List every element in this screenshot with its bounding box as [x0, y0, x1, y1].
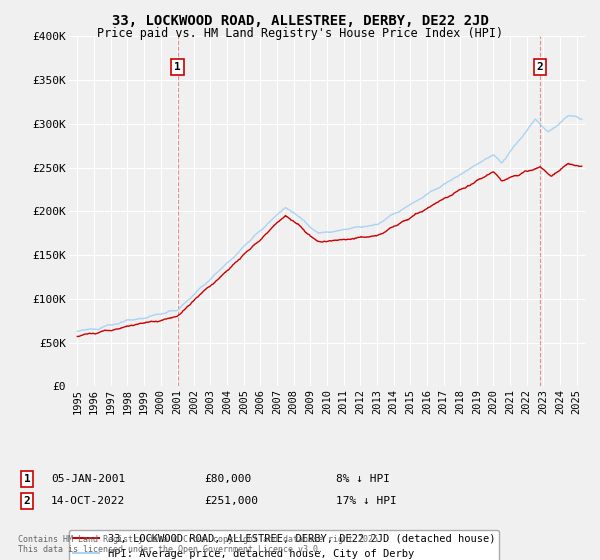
Text: 8% ↓ HPI: 8% ↓ HPI	[336, 474, 390, 484]
Text: Price paid vs. HM Land Registry's House Price Index (HPI): Price paid vs. HM Land Registry's House …	[97, 27, 503, 40]
Text: 2: 2	[23, 496, 31, 506]
Text: £251,000: £251,000	[204, 496, 258, 506]
Text: 17% ↓ HPI: 17% ↓ HPI	[336, 496, 397, 506]
Text: 1: 1	[23, 474, 31, 484]
Text: 14-OCT-2022: 14-OCT-2022	[51, 496, 125, 506]
Text: 33, LOCKWOOD ROAD, ALLESTREE, DERBY, DE22 2JD: 33, LOCKWOOD ROAD, ALLESTREE, DERBY, DE2…	[112, 14, 488, 28]
Legend: 33, LOCKWOOD ROAD, ALLESTREE, DERBY, DE22 2JD (detached house), HPI: Average pri: 33, LOCKWOOD ROAD, ALLESTREE, DERBY, DE2…	[69, 530, 499, 560]
Text: Contains HM Land Registry data © Crown copyright and database right 2025.
This d: Contains HM Land Registry data © Crown c…	[18, 535, 383, 554]
Text: 2: 2	[536, 62, 543, 72]
Text: £80,000: £80,000	[204, 474, 251, 484]
Text: 05-JAN-2001: 05-JAN-2001	[51, 474, 125, 484]
Text: 1: 1	[174, 62, 181, 72]
